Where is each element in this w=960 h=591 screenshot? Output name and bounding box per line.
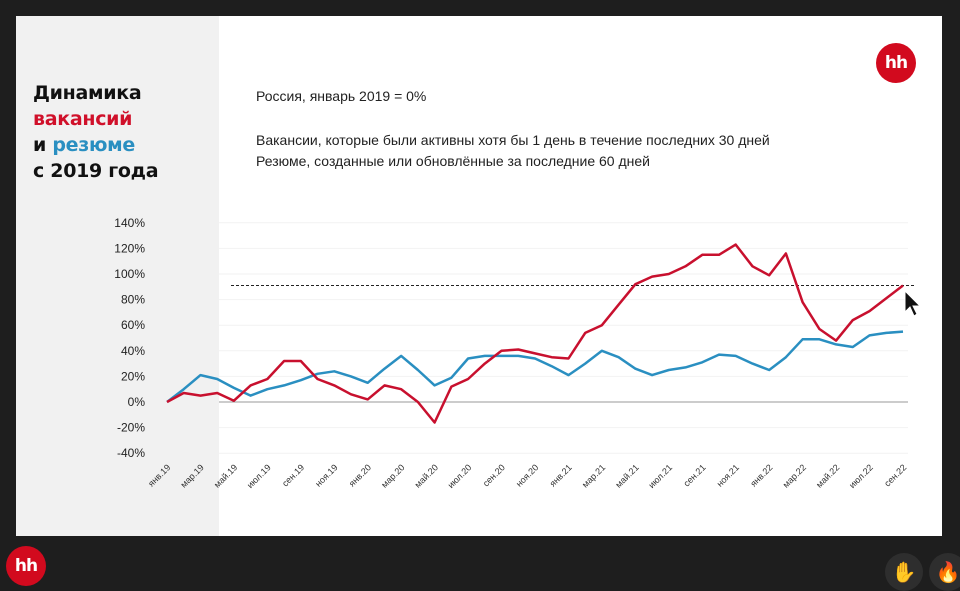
x-tick-label: июл.19 [245,462,273,490]
slide-title: Динамика вакансий и резюме с 2019 года [33,80,159,184]
x-tick-label: сен.21 [682,462,708,488]
y-tick-label: 20% [121,369,145,383]
y-tick-label: -40% [117,446,145,460]
x-tick-label: май.21 [613,462,640,489]
title-line-1: Динамика [33,82,142,104]
x-tick-label: сен.19 [280,462,306,488]
y-tick-label: 120% [114,241,145,255]
desc-vacancies: Вакансии, которые были активны хотя бы 1… [256,132,770,148]
x-tick-label: мар.22 [781,462,808,489]
x-tick-label: янв.19 [146,462,172,488]
x-tick-label: июл.21 [646,462,674,490]
y-tick-label: 100% [114,267,145,281]
x-tick-label: июл.22 [847,462,875,490]
x-tick-label: янв.20 [347,462,373,488]
resumes-line [166,330,904,403]
x-tick-label: июл.20 [446,462,474,490]
x-axis-ticks: янв.19 мар.19 май.19 июл.19 сен.19 ноя.19 янв.… [146,462,908,490]
y-tick-label: 0% [128,395,146,409]
grid-lines [219,222,914,454]
x-tick-label: мар.21 [580,462,607,489]
x-tick-label: май.22 [814,462,841,489]
raise-hand-icon[interactable]: ✋ [885,553,923,591]
x-tick-label: мар.19 [178,462,205,489]
x-tick-label: май.19 [212,462,239,489]
fire-reaction-icon[interactable]: 🔥 [929,553,960,591]
x-tick-label: ноя.21 [715,462,741,488]
hh-logo-icon: hh [876,43,916,83]
mouse-cursor-icon [904,289,922,317]
series-lines [166,243,904,424]
y-tick-label: 40% [121,344,145,358]
x-tick-label: ноя.20 [514,462,540,488]
y-tick-label: 140% [114,216,145,230]
vacancies-line [166,243,904,424]
title-conj: и [33,134,53,156]
title-resumes: резюме [52,134,135,156]
line-chart: 140% 120% 100% 80% 60% 40% 20% 0% -20% -40% янв.1… [114,216,922,490]
x-tick-label: ноя.19 [313,462,339,488]
x-tick-label: янв.22 [748,462,774,488]
side-panel [16,16,219,536]
x-tick-label: янв.21 [548,462,574,488]
x-tick-label: сен.20 [481,462,507,488]
title-line-vacancies: вакансий [33,108,133,130]
x-tick-label: май.20 [413,462,440,489]
y-axis-ticks: 140% 120% 100% 80% 60% 40% 20% 0% -20% -40% [114,216,145,460]
title-line-4: с 2019 года [33,160,159,182]
slide: Динамика вакансий и резюме с 2019 года Р… [16,16,942,536]
x-tick-label: сен.22 [882,462,908,488]
hh-footer-logo-icon[interactable]: hh [6,546,46,586]
y-tick-label: 80% [121,293,145,307]
x-tick-label: мар.20 [379,462,406,489]
y-tick-label: 60% [121,318,145,332]
y-tick-label: -20% [117,421,145,435]
desc-resumes: Резюме, созданные или обновлённые за пос… [256,153,650,169]
chart-description: Вакансии, которые были активны хотя бы 1… [256,130,770,172]
chart-subtitle: Россия, январь 2019 = 0% [256,88,427,104]
